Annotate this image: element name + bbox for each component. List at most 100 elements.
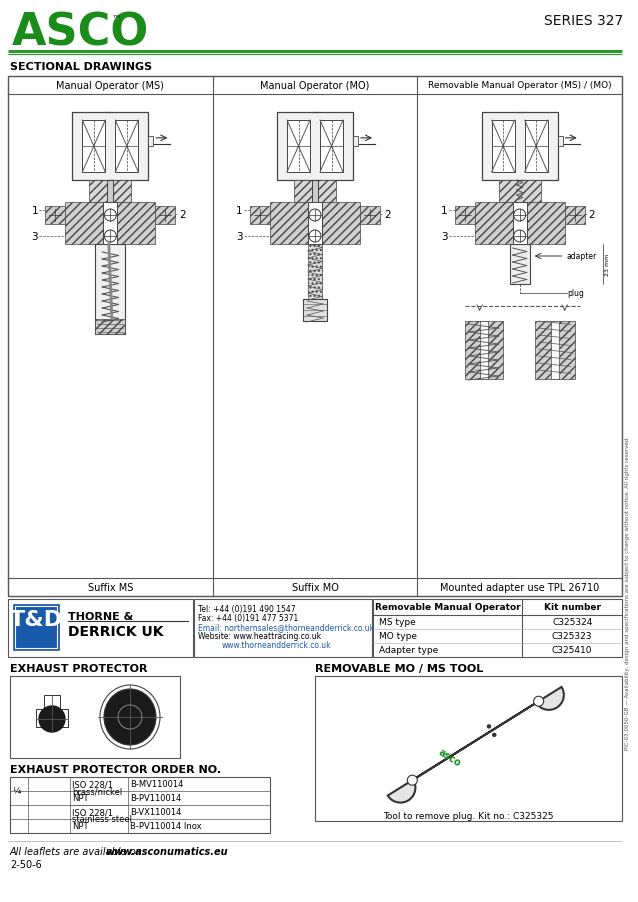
- Text: 3: 3: [441, 232, 447, 242]
- Bar: [194, 599, 372, 658]
- Text: 3: 3: [31, 232, 38, 242]
- Text: plug: plug: [568, 290, 584, 299]
- Text: ¼: ¼: [12, 787, 20, 796]
- Bar: [15, 606, 57, 649]
- Bar: [115, 121, 138, 173]
- Bar: [89, 180, 131, 203]
- Text: C325323: C325323: [552, 631, 593, 640]
- Bar: [482, 113, 558, 180]
- Text: PIC-03.0050-GB — Availability, design and specifications are subject to change w: PIC-03.0050-GB — Availability, design an…: [625, 436, 630, 750]
- Bar: [464, 322, 503, 380]
- Text: T&D: T&D: [10, 610, 63, 630]
- Text: Removable Manual Operator (MS) / (MO): Removable Manual Operator (MS) / (MO): [428, 81, 611, 90]
- Bar: [44, 695, 60, 709]
- Bar: [107, 180, 114, 207]
- Text: Removable Manual Operator: Removable Manual Operator: [375, 603, 521, 612]
- Bar: [535, 322, 575, 380]
- Text: Manual Operator (MS): Manual Operator (MS): [56, 81, 164, 91]
- Text: Manual Operator (MO): Manual Operator (MO): [260, 81, 369, 91]
- Text: ™: ™: [112, 13, 122, 23]
- Text: Tool to remove plug. Kit no.: C325325: Tool to remove plug. Kit no.: C325325: [383, 812, 554, 821]
- Bar: [250, 207, 270, 225]
- Bar: [287, 121, 310, 173]
- Text: Suffix MO: Suffix MO: [292, 583, 338, 593]
- Text: Mounted adapter use TPL 26710: Mounted adapter use TPL 26710: [440, 583, 599, 593]
- Bar: [475, 203, 565, 244]
- Bar: [510, 244, 530, 285]
- Text: Suffix MS: Suffix MS: [87, 583, 133, 593]
- Bar: [373, 599, 622, 658]
- Bar: [492, 121, 515, 173]
- Bar: [499, 180, 540, 203]
- Bar: [524, 121, 547, 173]
- Circle shape: [533, 696, 544, 706]
- Bar: [551, 322, 559, 380]
- Bar: [65, 203, 155, 244]
- Text: Kit number: Kit number: [544, 603, 601, 612]
- Bar: [103, 203, 117, 244]
- Bar: [10, 676, 180, 759]
- Text: REMOVABLE MO / MS TOOL: REMOVABLE MO / MS TOOL: [315, 663, 483, 673]
- Text: stainless steel: stainless steel: [72, 815, 132, 824]
- Text: MO type: MO type: [379, 631, 417, 640]
- Text: brass/nickel: brass/nickel: [72, 787, 122, 796]
- Bar: [270, 203, 360, 244]
- Bar: [13, 604, 59, 650]
- Text: Tel: +44 (0)191 490 1547: Tel: +44 (0)191 490 1547: [198, 604, 295, 613]
- Text: THORNE &: THORNE &: [68, 612, 133, 621]
- Bar: [148, 137, 153, 147]
- Text: ISO 228/1: ISO 228/1: [72, 807, 113, 816]
- Text: SERIES 327: SERIES 327: [544, 14, 623, 28]
- Bar: [513, 203, 526, 244]
- Text: C325324: C325324: [552, 618, 593, 627]
- Text: 2: 2: [384, 210, 390, 220]
- Circle shape: [407, 776, 417, 786]
- Bar: [308, 244, 322, 299]
- Text: 1: 1: [236, 206, 242, 216]
- Circle shape: [493, 733, 496, 737]
- Text: SECTIONAL DRAWINGS: SECTIONAL DRAWINGS: [10, 62, 152, 72]
- Text: NPT: NPT: [72, 822, 89, 831]
- Bar: [36, 709, 68, 727]
- Bar: [277, 113, 353, 180]
- Text: B-PV110014 Inox: B-PV110014 Inox: [130, 822, 202, 831]
- Text: www.asconumatics.eu: www.asconumatics.eu: [105, 846, 228, 856]
- Bar: [308, 203, 322, 244]
- Bar: [360, 207, 380, 225]
- Bar: [95, 319, 125, 335]
- Bar: [72, 113, 148, 180]
- Text: adapter: adapter: [567, 253, 597, 262]
- Bar: [480, 322, 487, 380]
- Text: ISO 228/1: ISO 228/1: [72, 779, 113, 788]
- Bar: [312, 180, 318, 207]
- Text: 23 mm: 23 mm: [605, 253, 610, 276]
- Bar: [565, 207, 584, 225]
- Circle shape: [39, 706, 65, 732]
- Text: NPT: NPT: [72, 794, 89, 803]
- Text: www.thorneandderrick.co.uk: www.thorneandderrick.co.uk: [222, 640, 332, 649]
- Polygon shape: [388, 687, 564, 803]
- Text: 2-50-6: 2-50-6: [10, 859, 41, 869]
- Bar: [303, 299, 327, 322]
- Ellipse shape: [104, 689, 156, 745]
- Text: MS type: MS type: [379, 618, 416, 627]
- Bar: [294, 180, 336, 203]
- Text: Email: northernsales@thorneandderrick.co.uk: Email: northernsales@thorneandderrick.co…: [198, 622, 374, 631]
- Text: 2: 2: [179, 210, 186, 220]
- Bar: [45, 207, 65, 225]
- Text: ASCO: ASCO: [12, 12, 149, 55]
- Text: 2: 2: [589, 210, 595, 220]
- Bar: [95, 244, 125, 335]
- Bar: [8, 599, 193, 658]
- Bar: [455, 207, 475, 225]
- Text: asco: asco: [436, 747, 463, 769]
- Bar: [558, 137, 563, 147]
- Bar: [82, 121, 105, 173]
- Text: 1: 1: [441, 206, 447, 216]
- Text: 3: 3: [236, 232, 242, 242]
- Bar: [320, 121, 343, 173]
- Bar: [353, 137, 358, 147]
- Text: EXHAUST PROTECTOR: EXHAUST PROTECTOR: [10, 663, 147, 673]
- Bar: [10, 778, 270, 833]
- Text: EXHAUST PROTECTOR ORDER NO.: EXHAUST PROTECTOR ORDER NO.: [10, 764, 221, 774]
